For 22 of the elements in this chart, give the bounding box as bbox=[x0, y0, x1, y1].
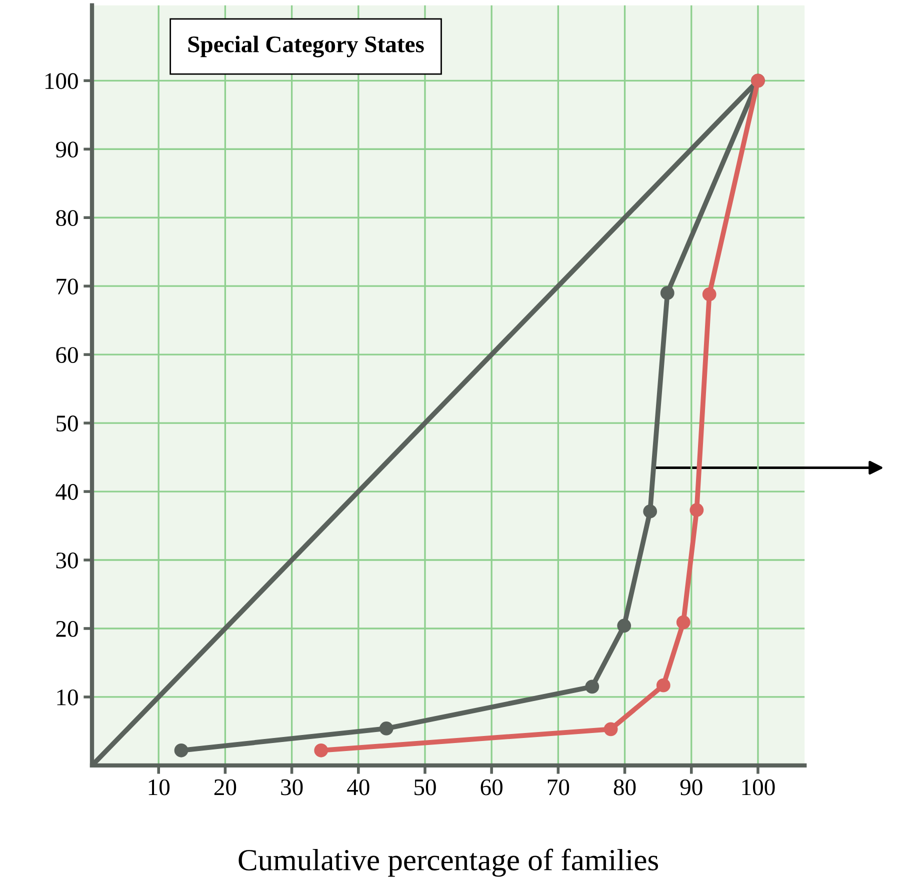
y-tick-label: 90 bbox=[56, 142, 78, 158]
y-tick-label: 60 bbox=[56, 347, 78, 363]
y-tick-label: 100 bbox=[45, 73, 78, 90]
x-tick-label: 30 bbox=[281, 779, 303, 796]
y-tick-label: 70 bbox=[56, 278, 78, 295]
x-tick-label: 20 bbox=[214, 779, 236, 796]
x-tick-label: 100 bbox=[742, 779, 775, 796]
y-tick-label: 50 bbox=[56, 416, 78, 432]
y-tick-label: 10 bbox=[57, 689, 78, 706]
text: Special Category States bbox=[188, 36, 424, 58]
x-tick-label: 80 bbox=[614, 779, 636, 796]
x-tick-label: 50 bbox=[414, 779, 436, 796]
y-tick-label: 80 bbox=[56, 210, 78, 226]
x-tick-label: 70 bbox=[548, 779, 570, 796]
x-tick-label: 40 bbox=[347, 779, 370, 796]
y-tick-label: 40 bbox=[56, 484, 78, 500]
x-tick-label: 10 bbox=[148, 779, 170, 796]
x-tick-label: 90 bbox=[680, 779, 702, 796]
y-tick-label: 30 bbox=[56, 552, 78, 568]
x-tick-label: 60 bbox=[480, 779, 502, 796]
y-tick-label: 20 bbox=[56, 620, 78, 637]
x-axis-title: Cumulative percentage of families bbox=[238, 848, 658, 877]
